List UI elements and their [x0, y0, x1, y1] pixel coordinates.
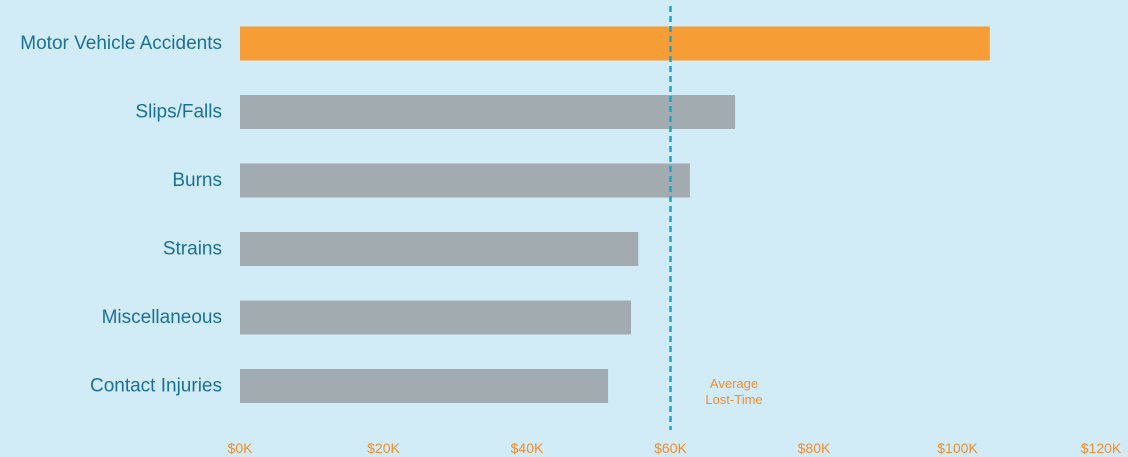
x-tick-label: $120K	[1081, 440, 1122, 456]
category-label: Slips/Falls	[135, 102, 222, 123]
bar-miscellaneous	[240, 300, 632, 335]
bar-strains	[240, 232, 639, 266]
category-label: Burns	[172, 170, 222, 191]
bar-motor-vehicle-accidents	[240, 26, 990, 61]
x-tick-label: $80K	[798, 440, 831, 456]
average-label-line: Lost-Time	[705, 392, 762, 407]
x-tick-label: $100K	[937, 440, 978, 456]
category-label: Contact Injuries	[90, 376, 222, 397]
bar-burns	[240, 163, 690, 198]
x-tick-label: $0K	[228, 440, 254, 456]
category-label: Miscellaneous	[102, 307, 222, 328]
x-tick-label: $20K	[367, 440, 400, 456]
category-label: Motor Vehicle Accidents	[20, 33, 222, 54]
bar-contact-injuries	[240, 369, 609, 403]
average-label-line: Average	[710, 376, 758, 391]
x-tick-label: $40K	[511, 440, 544, 456]
bar-slips-falls	[240, 95, 736, 129]
x-tick-label: $60K	[654, 440, 687, 456]
category-label: Strains	[163, 239, 222, 260]
